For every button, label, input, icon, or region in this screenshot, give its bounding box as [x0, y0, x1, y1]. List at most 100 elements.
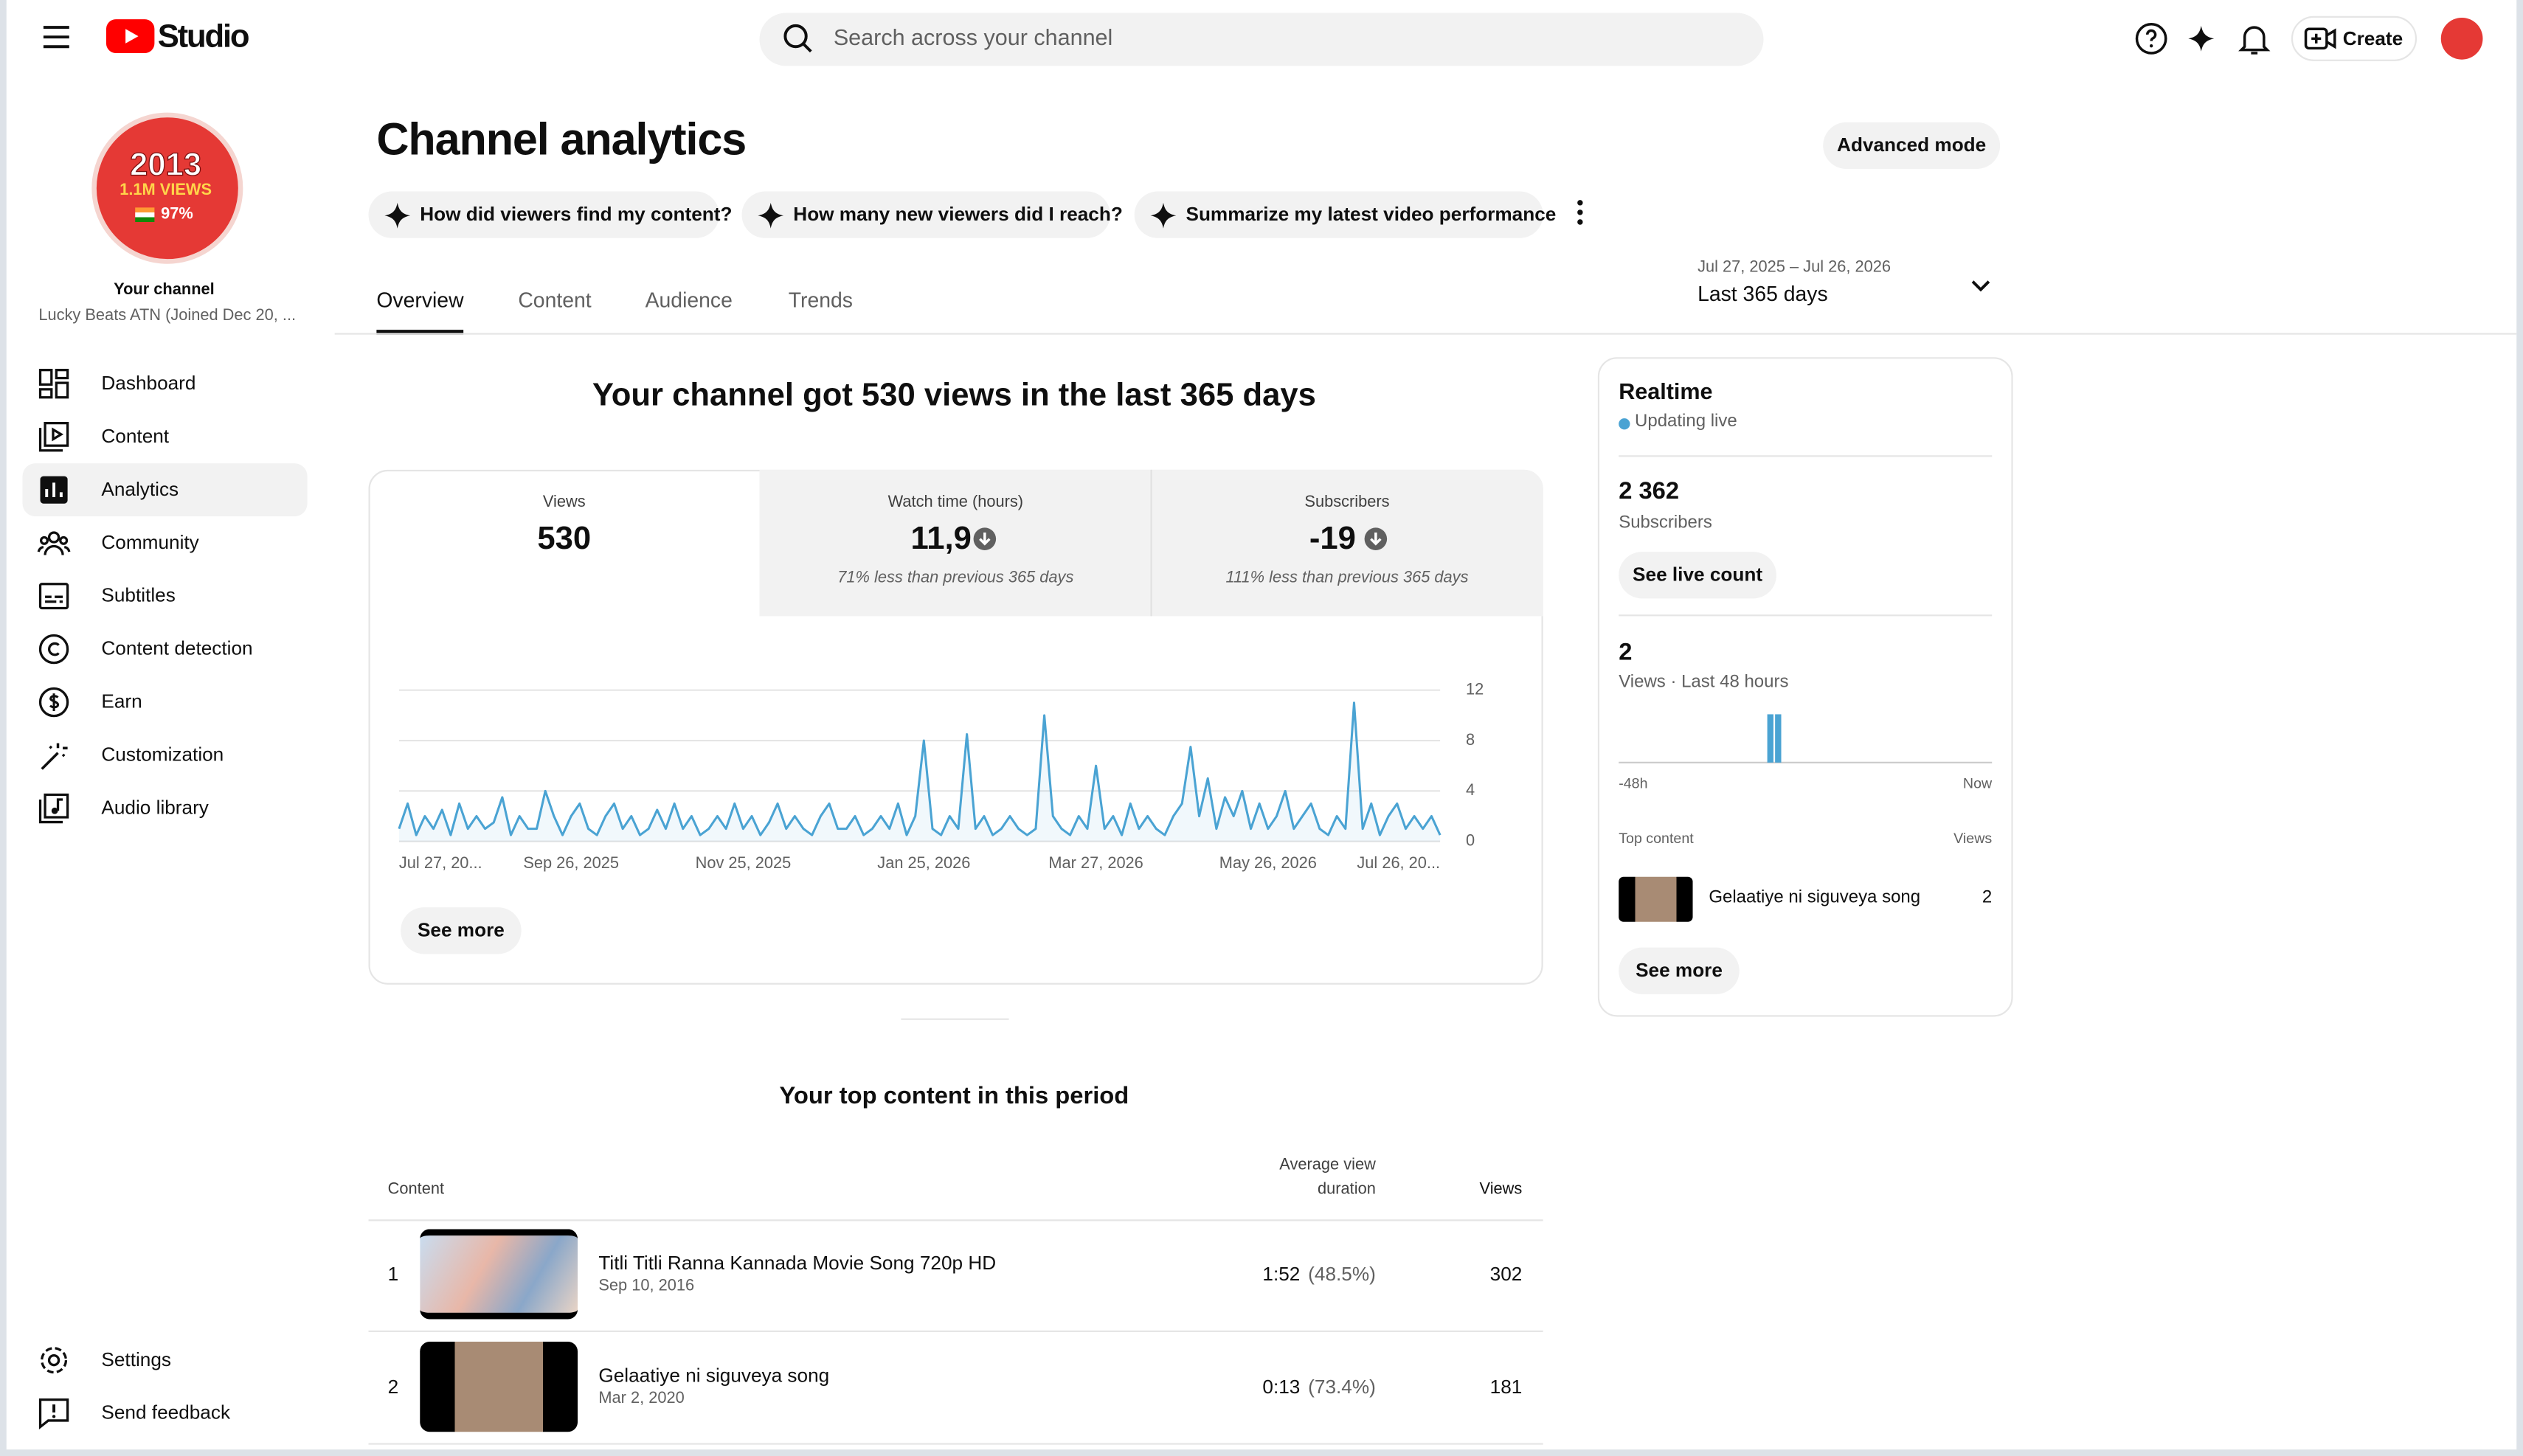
- x-tick-label: Jan 25, 2026: [877, 853, 970, 872]
- prompt-chip[interactable]: [741, 191, 1110, 238]
- icon-part: [41, 1347, 68, 1374]
- icon-part: [38, 388, 53, 399]
- prompt-label: How many new viewers did I reach?: [793, 201, 1123, 225]
- top-content-header: Top content: [1619, 831, 1694, 847]
- nav-icon[interactable]: [38, 1398, 69, 1430]
- icon-part: [1577, 200, 1583, 206]
- realtime-title: Realtime: [1619, 378, 1713, 405]
- nav-icon[interactable]: [38, 793, 69, 824]
- see-live-count-button[interactable]: [1619, 552, 1776, 599]
- see-more-button[interactable]: [401, 907, 522, 954]
- icon-part: [48, 642, 60, 656]
- icon-part: [38, 583, 69, 610]
- icon-part: [44, 421, 69, 447]
- icon-part: [783, 24, 808, 49]
- create-button[interactable]: [2291, 15, 2418, 61]
- x-tick-label: Jul 26, 20...: [1357, 853, 1440, 872]
- icon-part: [978, 532, 991, 546]
- realtime-bar: [1775, 714, 1782, 763]
- help-icon[interactable]: [2135, 22, 2167, 55]
- icon-part: [1370, 532, 1382, 546]
- icon-part: [47, 531, 60, 544]
- nav-icon[interactable]: [38, 474, 69, 505]
- table-line: [368, 1330, 1543, 1332]
- column-duration: Average view duration: [1279, 1157, 1376, 1199]
- menu-icon[interactable]: [43, 26, 69, 49]
- icon-part: [55, 381, 69, 399]
- row-rank: 2: [387, 1374, 399, 1398]
- icon-part: [1150, 202, 1177, 229]
- prompt-chip[interactable]: [1134, 191, 1543, 238]
- account-avatar[interactable]: [2440, 17, 2483, 60]
- metric-value: 530: [537, 520, 592, 556]
- icon-part: [2145, 29, 2157, 41]
- nav-icon[interactable]: [38, 580, 69, 611]
- icon-part: [2238, 26, 2271, 52]
- row-title: Titli Titli Ranna Kannada Movie Song 720…: [598, 1250, 997, 1274]
- prompt-chip[interactable]: [368, 191, 719, 238]
- nav-item: Community: [101, 530, 199, 553]
- tab[interactable]: Audience: [645, 288, 733, 313]
- metric-label: Views: [542, 493, 586, 512]
- tab[interactable]: Content: [518, 288, 592, 313]
- tab[interactable]: Trends: [788, 288, 853, 313]
- nav-item: Dashboard: [101, 370, 196, 394]
- nav-icon[interactable]: [38, 740, 69, 770]
- metric-note: 111% less than previous 365 days: [1225, 569, 1469, 587]
- icon-part: [56, 798, 63, 811]
- x-tick-label: Jul 27, 20...: [399, 853, 482, 872]
- row-percent: (48.5%): [1308, 1262, 1376, 1285]
- icon-part: [2135, 22, 2167, 55]
- realtime-see-more-button[interactable]: [1619, 947, 1740, 994]
- icon-part: [52, 1415, 56, 1418]
- search-box[interactable]: [759, 13, 1764, 66]
- nav-icon[interactable]: [38, 368, 69, 399]
- advanced-mode-button[interactable]: [1823, 122, 2001, 170]
- icon-part: [2304, 27, 2328, 50]
- top-content-title: Your top content in this period: [779, 1082, 1129, 1110]
- nav-item: Audio library: [101, 795, 209, 819]
- live-dot: [1619, 418, 1630, 430]
- y-tick-label: 12: [1466, 679, 1484, 698]
- metric-note: 71% less than previous 365 days: [837, 569, 1074, 587]
- nav-item: Send feedback: [101, 1400, 231, 1424]
- prompt-label: Summarize my latest video performance: [1186, 201, 1557, 225]
- bell-icon[interactable]: [2238, 23, 2271, 55]
- date-chevron[interactable]: [1971, 280, 1990, 292]
- metric-tab-background[interactable]: [760, 469, 1152, 617]
- avatar-year: 2013: [129, 147, 202, 183]
- row-date: Mar 2, 2020: [598, 1390, 685, 1408]
- tab[interactable]: Overview: [376, 288, 464, 313]
- icon-part: [55, 369, 69, 380]
- nav-icon[interactable]: [38, 1345, 69, 1375]
- icon-part: [51, 807, 58, 814]
- create-icon: [2304, 27, 2336, 50]
- date-label: Last 365 days: [1697, 281, 1828, 306]
- page-title: Channel analytics: [376, 114, 747, 164]
- nav-item: Subtitles: [101, 583, 176, 606]
- more-icon[interactable]: [1577, 199, 1583, 225]
- icon-part: [41, 743, 68, 770]
- search-icon: [783, 24, 812, 53]
- icon-part: [125, 29, 139, 44]
- prompt-sparkle: [384, 202, 411, 229]
- nav-icon[interactable]: [38, 421, 69, 452]
- nav-item: Earn: [101, 689, 142, 713]
- row-title: Gelaatiye ni siguveya song: [598, 1363, 830, 1387]
- icon-part: [38, 1398, 69, 1430]
- icon-part: [758, 202, 784, 229]
- nav-icon[interactable]: [38, 687, 69, 718]
- row-duration: 0:13: [1262, 1374, 1301, 1398]
- nav-icon[interactable]: [37, 527, 71, 558]
- nav-item: Customization: [101, 742, 224, 766]
- nav-icon[interactable]: [38, 634, 69, 665]
- advanced-mode-button-label: Advanced mode: [1837, 134, 1987, 156]
- see-more-button-label: See more: [417, 918, 505, 942]
- search-placeholder: Search across your channel: [833, 24, 1113, 51]
- icon-part: [1971, 280, 1990, 292]
- icon-part: [1577, 209, 1583, 215]
- top-item-thumbnail[interactable]: [1619, 876, 1693, 922]
- ask-icon[interactable]: [2188, 25, 2215, 52]
- views-value: 2: [1619, 638, 1633, 666]
- metric-tab-background[interactable]: [1151, 469, 1543, 617]
